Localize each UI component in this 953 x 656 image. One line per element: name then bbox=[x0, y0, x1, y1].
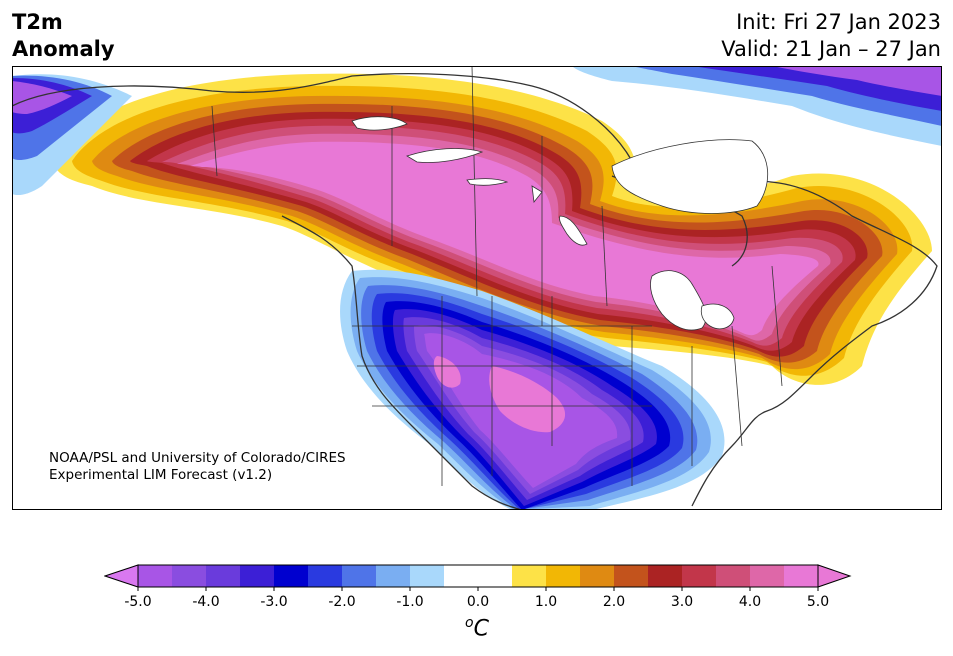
colorbar-tick-label-2: -3.0 bbox=[260, 594, 287, 610]
unit-celsius: C bbox=[473, 616, 489, 642]
colorbar-bin-14 bbox=[614, 565, 648, 587]
colorbar-under-arrow bbox=[104, 564, 139, 588]
colorbar-bin-8 bbox=[410, 565, 444, 587]
credit-text: NOAA/PSL and University of Colorado/CIRE… bbox=[49, 450, 346, 484]
colorbar-tick-label-7: 2.0 bbox=[603, 594, 625, 610]
colorbar-tick-label-3: -2.0 bbox=[328, 594, 355, 610]
unit-degree: o bbox=[465, 615, 474, 631]
colorbar-bin-11 bbox=[512, 565, 546, 587]
credit-line-1: NOAA/PSL and University of Colorado/CIRE… bbox=[49, 450, 346, 466]
colorbar-tick-label-9: 4.0 bbox=[739, 594, 761, 610]
colorbar-bin-13 bbox=[580, 565, 614, 587]
colorbar-bin-6 bbox=[342, 565, 376, 587]
colorbar-tick-label-8: 3.0 bbox=[671, 594, 693, 610]
colorbar-bin-18 bbox=[750, 565, 784, 587]
title-anomaly: Anomaly bbox=[12, 37, 115, 61]
valid-range: Valid: 21 Jan – 27 Jan bbox=[721, 37, 941, 61]
colorbar-tick-label-4: -1.0 bbox=[396, 594, 423, 610]
colorbar-tick-label-0: -5.0 bbox=[124, 594, 151, 610]
colorbar-bin-15 bbox=[648, 565, 682, 587]
init-date: Init: Fri 27 Jan 2023 bbox=[736, 10, 941, 34]
colorbar-bin-4 bbox=[274, 565, 308, 587]
colorbar-bin-7 bbox=[376, 565, 410, 587]
arctic-cold-anomaly bbox=[12, 66, 942, 196]
colorbar-tick-label-1: -4.0 bbox=[192, 594, 219, 610]
forecast-dates: Init: Fri 27 Jan 2023 Valid: 21 Jan – 27… bbox=[721, 9, 941, 63]
colorbar-bin-5 bbox=[308, 565, 342, 587]
water-bodies bbox=[351, 116, 769, 331]
colorbar-over-arrow bbox=[817, 564, 852, 588]
map-frame bbox=[12, 66, 942, 510]
map-title: T2m Anomaly bbox=[12, 9, 115, 63]
colorbar-unit: oC bbox=[465, 615, 489, 641]
credit-line-2: Experimental LIM Forecast (v1.2) bbox=[49, 467, 273, 483]
colorbar-bins bbox=[104, 564, 852, 588]
colorbar-tick-label-5: 0.0 bbox=[467, 594, 489, 610]
colorbar-bin-10 bbox=[478, 565, 512, 587]
colorbar: -5.0 -4.0 -3.0 -2.0 -1.0 0.0 1.0 2.0 3.0 4.0 5.0 bbox=[104, 564, 852, 610]
colorbar-bin-17 bbox=[716, 565, 750, 587]
colorbar-bin-9 bbox=[444, 565, 478, 587]
colorbar-tick-label-6: 1.0 bbox=[535, 594, 557, 610]
colorbar-bin-16 bbox=[682, 565, 716, 587]
colorbar-bin-0 bbox=[138, 565, 172, 587]
colorbar-tick-label-10: 5.0 bbox=[807, 594, 829, 610]
colorbar-bin-12 bbox=[546, 565, 580, 587]
title-variable: T2m bbox=[12, 10, 63, 34]
colorbar-bin-3 bbox=[240, 565, 274, 587]
colorbar-bin-2 bbox=[206, 565, 240, 587]
state-borders bbox=[211, 66, 783, 486]
colorbar-bin-1 bbox=[172, 565, 206, 587]
colorbar-ticks: -5.0 -4.0 -3.0 -2.0 -1.0 0.0 1.0 2.0 3.0 4.0 5.0 bbox=[124, 587, 829, 610]
colorbar-bin-19 bbox=[784, 565, 818, 587]
temperature-anomaly-map bbox=[12, 66, 942, 510]
